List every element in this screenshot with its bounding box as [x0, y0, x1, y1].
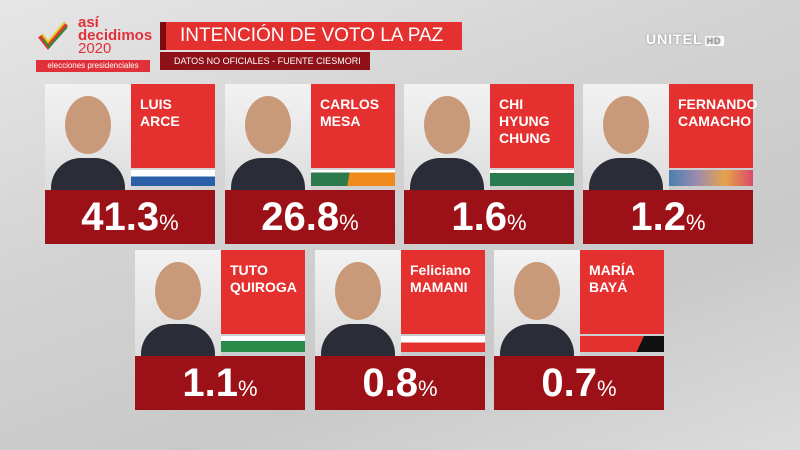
logo-subtitle: elecciones presidenciales — [36, 60, 150, 72]
candidate-name: CHI HYUNG CHUNG — [490, 84, 574, 168]
candidate-photo — [315, 250, 401, 356]
candidate-photo — [45, 84, 131, 190]
asi-decidimos-logo: así decidimos 2020 elecciones presidencial… — [36, 14, 153, 72]
page-title: INTENCIÓN DE VOTO LA PAZ — [160, 22, 462, 50]
channel-logo: UNITEL HD — [646, 31, 724, 47]
candidate-photo — [225, 84, 311, 190]
party-color-stripe — [221, 336, 305, 352]
party-color-stripe — [131, 170, 215, 186]
candidate-photo — [404, 84, 490, 190]
vote-percentage: 26.8% — [225, 190, 395, 244]
candidate-name: Feliciano MAMANI — [401, 250, 485, 334]
candidate-card: FERNANDO CAMACHO 1.2% — [583, 84, 757, 244]
vote-percentage: 1.6% — [404, 190, 574, 244]
candidate-name: FERNANDO CAMACHO — [669, 84, 757, 168]
vote-percentage: 0.8% — [315, 356, 485, 410]
candidate-photo — [494, 250, 580, 356]
logo-text: decidimos — [78, 27, 153, 44]
candidate-card: Feliciano MAMANI 0.8% — [315, 250, 485, 410]
candidate-photo — [583, 84, 669, 190]
candidate-name: CARLOS MESA — [311, 84, 395, 168]
party-color-stripe — [580, 336, 664, 352]
candidate-card: MARÍA BAYÁ 0.7% — [494, 250, 664, 410]
logo-text: así — [78, 14, 99, 31]
vote-percentage: 1.2% — [583, 190, 753, 244]
vote-percentage: 41.3% — [45, 190, 215, 244]
page-subtitle: DATOS NO OFICIALES - FUENTE CIESMORI — [160, 52, 370, 70]
party-color-stripe — [490, 170, 574, 186]
logo-text: 2020 — [78, 40, 112, 57]
candidate-name: TUTO QUIROGA — [221, 250, 305, 334]
candidate-photo — [135, 250, 221, 356]
candidate-name: LUIS ARCE — [131, 84, 215, 168]
candidate-card: TUTO QUIROGA 1.1% — [135, 250, 305, 410]
candidate-name: MARÍA BAYÁ — [580, 250, 664, 334]
candidate-card: CHI HYUNG CHUNG 1.6% — [404, 84, 574, 244]
vote-percentage: 1.1% — [135, 356, 305, 410]
party-color-stripe — [401, 336, 485, 352]
checkmark-icon — [38, 21, 68, 50]
candidate-card: LUIS ARCE 41.3% — [45, 84, 215, 244]
party-color-stripe — [311, 170, 395, 186]
vote-percentage: 0.7% — [494, 356, 664, 410]
candidate-card: CARLOS MESA 26.8% — [225, 84, 395, 244]
party-color-stripe — [669, 170, 753, 186]
